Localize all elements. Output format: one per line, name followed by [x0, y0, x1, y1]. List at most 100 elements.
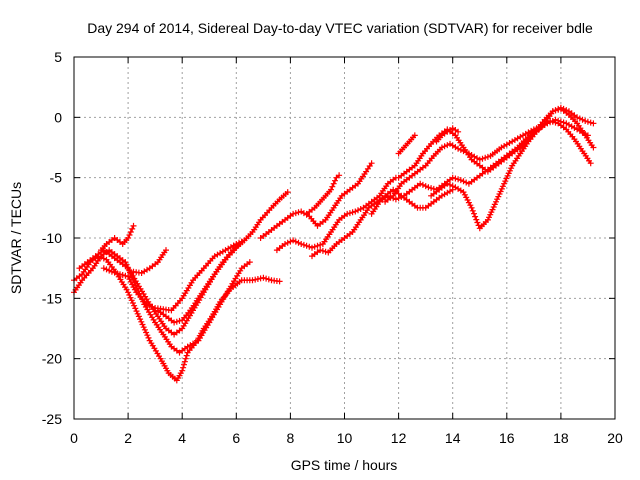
data-point — [332, 177, 338, 184]
data-point — [549, 108, 556, 115]
x-tick-label: 18 — [553, 430, 569, 446]
data-point — [330, 180, 337, 187]
x-tick-label: 10 — [337, 430, 353, 446]
series-track-7 — [154, 241, 242, 326]
data-point — [552, 107, 559, 114]
data-point — [574, 114, 581, 121]
data-point — [149, 303, 156, 310]
data-point — [398, 194, 405, 200]
series-layer — [71, 104, 597, 384]
y-tick-label: -5 — [50, 170, 63, 186]
data-point — [455, 145, 462, 152]
data-point — [328, 186, 334, 193]
data-point — [130, 222, 137, 229]
data-point — [352, 208, 359, 215]
data-point — [555, 105, 562, 112]
data-point — [126, 292, 133, 298]
y-tick-label: -10 — [42, 230, 62, 246]
series-track-2 — [71, 247, 253, 356]
x-axis-label: GPS time / hours — [291, 457, 398, 473]
series-track-5 — [98, 222, 137, 254]
data-point — [125, 289, 132, 296]
data-point — [474, 219, 481, 226]
y-tick-label: 0 — [54, 109, 62, 125]
data-point — [306, 243, 313, 250]
series-track-6 — [130, 247, 169, 276]
data-point — [138, 318, 145, 325]
data-point — [179, 367, 186, 374]
data-point — [180, 364, 187, 371]
data-point — [236, 241, 242, 247]
data-point — [139, 321, 146, 328]
data-point — [181, 361, 187, 368]
data-point — [455, 128, 462, 135]
data-point — [276, 278, 283, 285]
series-track-16 — [395, 132, 418, 157]
data-point — [425, 184, 432, 191]
data-point — [336, 172, 343, 179]
data-point — [146, 302, 153, 309]
chart-title: Day 294 of 2014, Sidereal Day-to-day VTE… — [87, 20, 593, 36]
data-point — [441, 143, 448, 150]
data-point — [309, 244, 315, 251]
data-point — [475, 222, 482, 229]
data-point — [183, 352, 190, 359]
y-tick-label: -15 — [42, 290, 62, 306]
data-point — [144, 332, 151, 339]
data-point — [265, 276, 272, 283]
data-point — [176, 317, 183, 324]
data-point — [182, 355, 189, 362]
series-track-11 — [303, 172, 343, 217]
data-point — [114, 270, 121, 277]
data-point — [181, 358, 188, 365]
data-point — [135, 313, 142, 320]
x-tick-label: 8 — [287, 430, 295, 446]
data-point — [295, 209, 302, 216]
data-point — [287, 238, 294, 245]
x-tick-label: 12 — [391, 430, 407, 446]
data-point — [472, 213, 479, 220]
data-point — [392, 196, 399, 203]
series-track-17 — [433, 125, 462, 145]
data-point — [141, 326, 148, 333]
data-point — [455, 176, 462, 183]
data-point — [284, 239, 291, 246]
data-point — [311, 243, 318, 250]
y-tick-label: -25 — [42, 411, 62, 427]
data-point — [355, 207, 361, 214]
data-point — [133, 308, 140, 315]
data-point — [579, 116, 586, 123]
data-point — [314, 242, 321, 249]
data-point — [319, 247, 326, 254]
y-axis-label: SDTVAR / TECUs — [8, 182, 24, 294]
data-point — [590, 120, 597, 127]
data-point — [555, 117, 562, 124]
data-point — [449, 174, 456, 181]
data-point — [128, 297, 135, 304]
data-point — [449, 183, 456, 190]
data-point — [473, 216, 480, 223]
x-tick-label: 20 — [607, 430, 623, 446]
x-tick-label: 16 — [499, 430, 515, 446]
data-point — [557, 104, 564, 111]
data-point — [576, 115, 583, 122]
data-point — [317, 241, 324, 248]
series-line — [397, 134, 416, 155]
data-point — [349, 209, 356, 216]
series-line — [311, 188, 454, 257]
data-point — [144, 301, 150, 308]
data-point — [368, 160, 375, 167]
data-point — [322, 248, 329, 255]
tick-layer: 0 2 4 6 8 10 12 14 16 18 20 5 0 -5 -10 -15 -20 -25 — [42, 49, 623, 446]
data-point — [457, 177, 464, 184]
data-point — [303, 242, 310, 249]
data-point — [111, 269, 118, 276]
data-point — [126, 232, 133, 238]
data-point — [584, 118, 591, 125]
data-point — [100, 265, 107, 272]
data-point — [173, 318, 180, 325]
series-track-4 — [100, 237, 248, 314]
data-point — [290, 237, 297, 244]
data-point — [471, 210, 477, 217]
data-point — [587, 160, 594, 167]
